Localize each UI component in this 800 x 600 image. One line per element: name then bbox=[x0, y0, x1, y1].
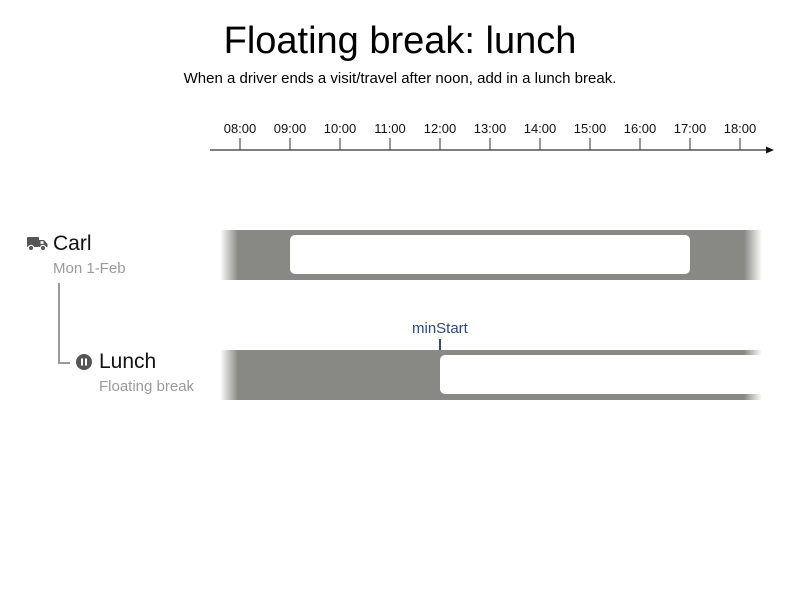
axis-tick-label: 08:00 bbox=[224, 121, 257, 136]
axis-tick-label: 15:00 bbox=[574, 121, 607, 136]
axis-tick-label: 10:00 bbox=[324, 121, 357, 136]
connector-line-horizontal bbox=[58, 362, 70, 364]
connector-line-vertical bbox=[58, 283, 60, 364]
axis-tick-label: 13:00 bbox=[474, 121, 507, 136]
driver-name: Carl bbox=[53, 232, 92, 255]
axis-tick-label: 09:00 bbox=[274, 121, 307, 136]
axis-tick-label: 16:00 bbox=[624, 121, 657, 136]
min-start-label: minStart bbox=[412, 320, 468, 337]
driver-shift-window bbox=[290, 235, 690, 274]
tick-group: 08:00 09:00 10:00 11:00 12:00 13:00 14:00 15:00… bbox=[224, 121, 757, 150]
axis-tick-label: 14:00 bbox=[524, 121, 557, 136]
break-type: Floating break bbox=[99, 378, 195, 395]
driver-date: Mon 1-Feb bbox=[53, 260, 126, 277]
break-track bbox=[220, 350, 762, 400]
truck-icon bbox=[27, 237, 48, 251]
axis-tick-label: 17:00 bbox=[674, 121, 707, 136]
axis-tick-label: 12:00 bbox=[424, 121, 457, 136]
break-name: Lunch bbox=[99, 350, 157, 373]
time-axis: 08:00 09:00 10:00 11:00 12:00 13:00 14:00 15:00… bbox=[210, 121, 774, 154]
page-title: Floating break: lunch bbox=[223, 20, 577, 62]
axis-arrowhead bbox=[766, 146, 774, 154]
page-subtitle: When a driver ends a visit/travel after … bbox=[183, 70, 617, 87]
pause-icon bbox=[76, 354, 92, 370]
min-start-tick bbox=[439, 339, 441, 351]
axis-tick-label: 11:00 bbox=[374, 121, 406, 136]
break-window bbox=[440, 355, 762, 394]
driver-track bbox=[220, 230, 762, 280]
axis-tick-label: 18:00 bbox=[724, 121, 757, 136]
